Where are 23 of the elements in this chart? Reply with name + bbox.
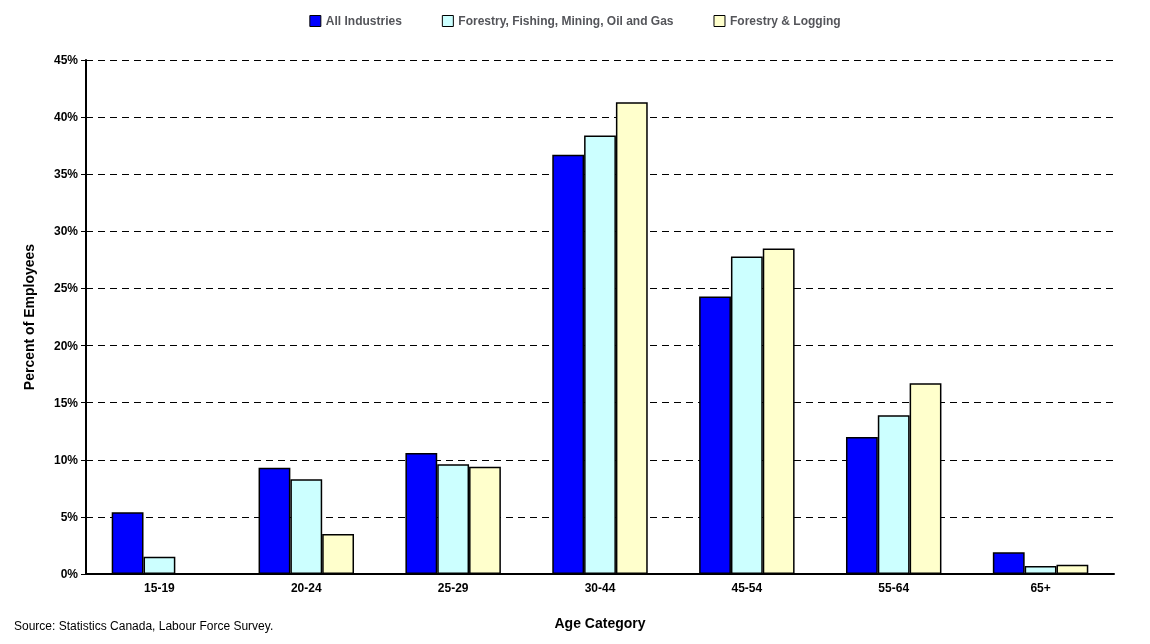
legend-label: Forestry & Logging — [729, 14, 841, 28]
y-tick-label: 30% — [53, 224, 79, 239]
x-axis-title: Age Category — [554, 615, 646, 631]
legend-label: All Industries — [325, 14, 403, 28]
y-tick-label: 35% — [53, 167, 79, 182]
x-tick-label: 30-44 — [584, 581, 616, 595]
source-note: Source: Statistics Canada, Labour Force Survey. — [14, 619, 274, 633]
y-axis-title: Percent of Employees — [21, 243, 37, 391]
y-tick-label: 40% — [53, 110, 79, 125]
x-tick-label: 15-19 — [144, 581, 176, 595]
x-tick-label: 20-24 — [290, 581, 322, 595]
y-tick-label: 10% — [53, 452, 79, 467]
y-tick-label: 20% — [53, 338, 79, 353]
y-tick-label: 45% — [53, 53, 79, 67]
y-tick-label: 0% — [60, 567, 79, 581]
x-tick-label: 55-64 — [878, 581, 910, 595]
legend-label: Forestry, Fishing, Mining, Oil and Gas — [458, 14, 674, 28]
x-tick-label: 65+ — [1030, 581, 1051, 595]
y-tick-label: 15% — [53, 395, 79, 410]
y-tick-label: 5% — [60, 509, 79, 524]
x-tick-label: 45-54 — [731, 581, 763, 595]
x-tick-label: 25-29 — [437, 581, 469, 595]
y-tick-label: 25% — [53, 281, 79, 296]
